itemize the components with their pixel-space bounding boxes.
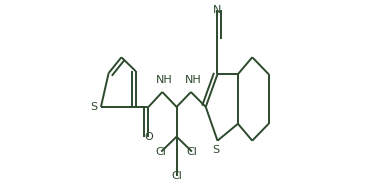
Text: O: O [144,132,153,142]
Text: NH: NH [156,75,172,85]
Text: Cl: Cl [156,147,167,156]
Text: Cl: Cl [186,147,197,156]
Text: S: S [212,145,219,155]
Text: N: N [213,5,222,15]
Text: S: S [90,102,97,112]
Text: Cl: Cl [171,171,182,181]
Text: NH: NH [184,75,201,85]
